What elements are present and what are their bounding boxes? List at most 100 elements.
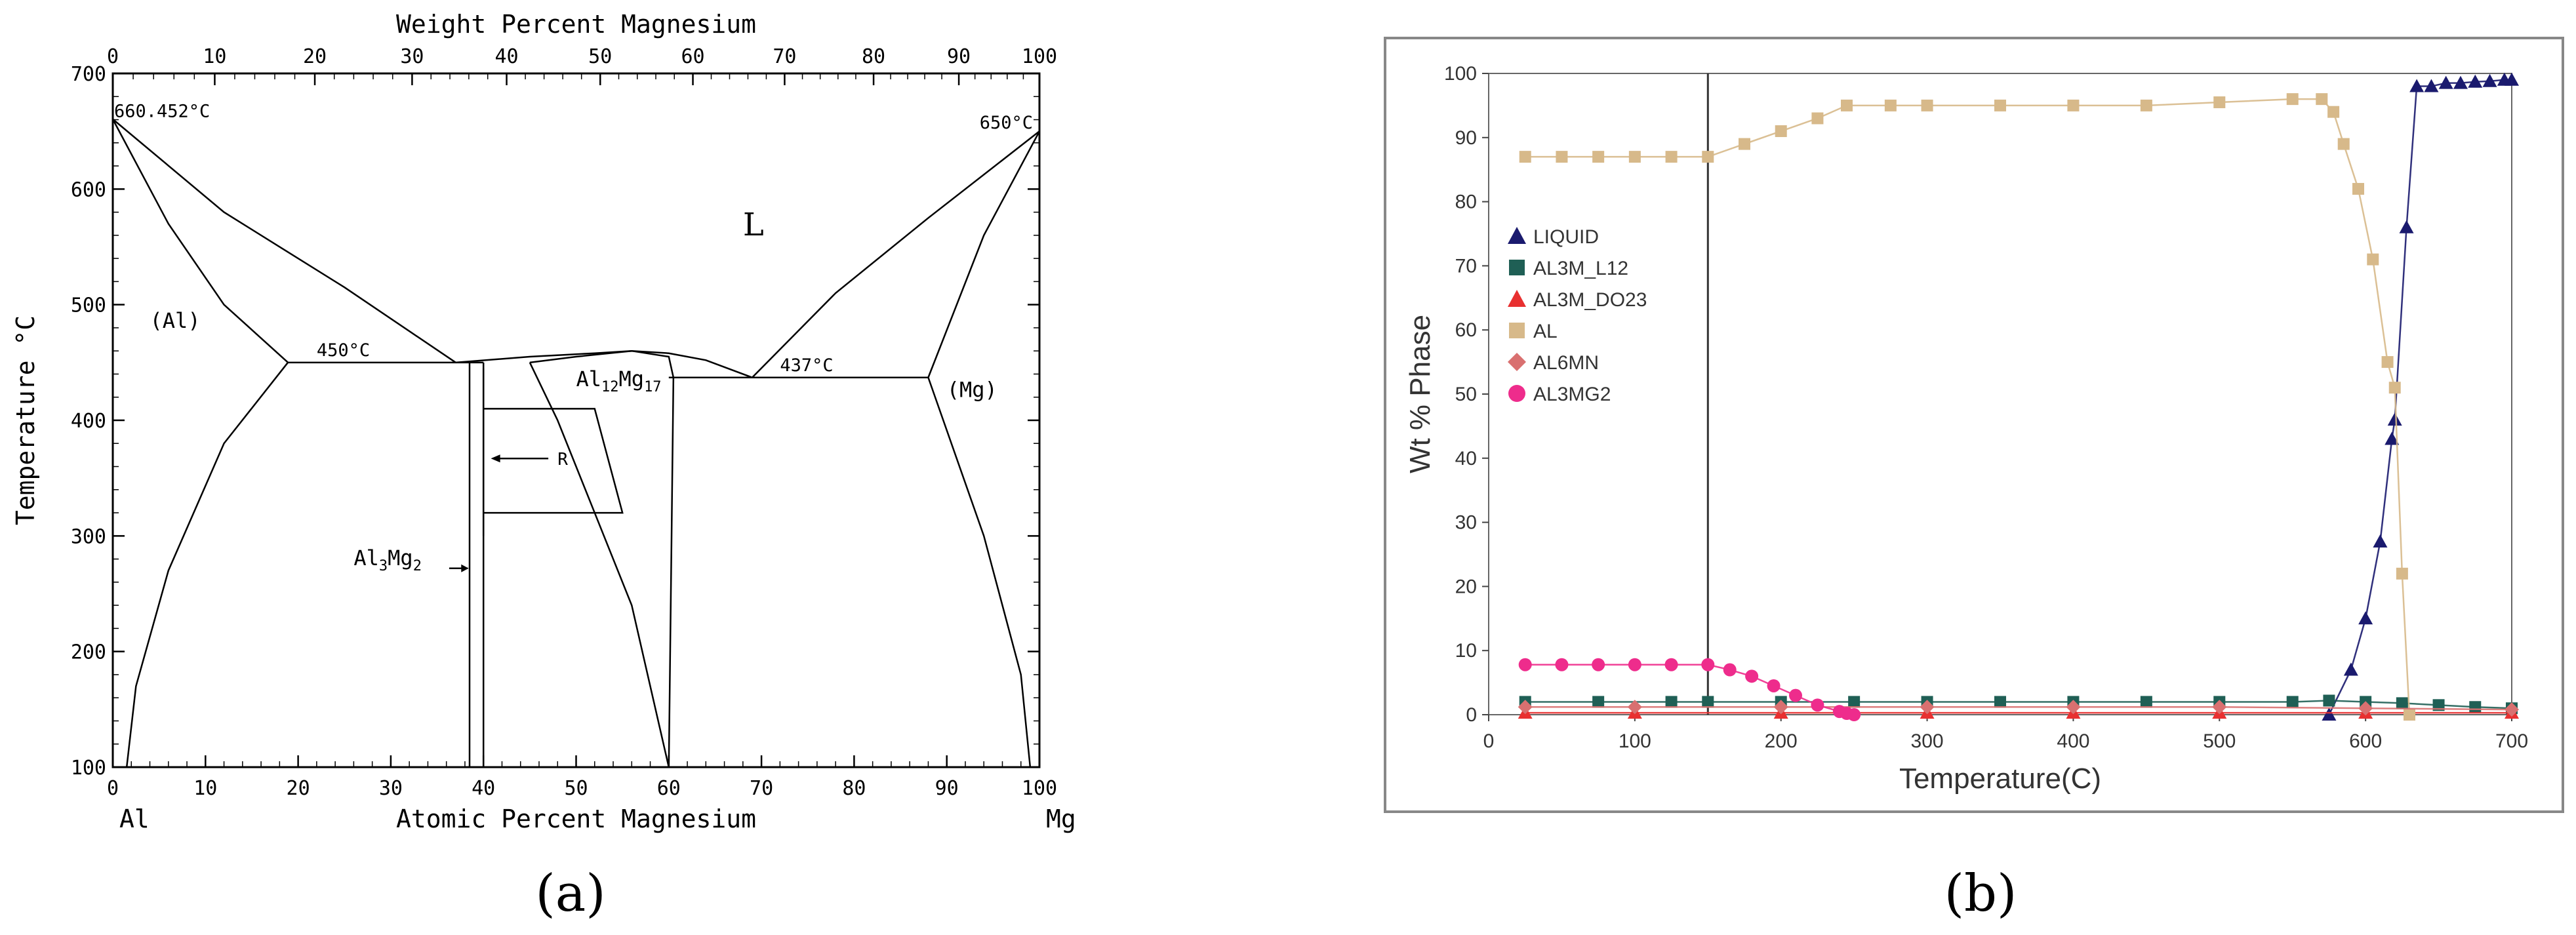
y-tick-label: 90 <box>1455 127 1477 149</box>
top-tick-label: 50 <box>588 45 612 68</box>
data-point-al3mg2 <box>1745 669 1759 683</box>
data-point-al <box>2067 99 2080 111</box>
legend-marker-liquid <box>1508 227 1526 244</box>
data-point-al <box>2327 106 2340 118</box>
plot-frame <box>111 72 1041 768</box>
data-point-liquid <box>2387 412 2402 426</box>
data-point-al <box>2352 183 2364 195</box>
data-point-al <box>1665 151 1678 163</box>
bottom-tick-label: 10 <box>193 777 217 800</box>
legend-label-al3mg2: AL3MG2 <box>1533 384 1611 405</box>
data-point-al6mn <box>2212 700 2227 715</box>
solvus-al <box>125 362 289 768</box>
x-tick-label: 0 <box>1483 730 1495 752</box>
data-point-liquid <box>2424 79 2439 92</box>
data-point-al3m-l12 <box>2323 694 2335 707</box>
data-point-al6mn <box>1627 700 1642 715</box>
data-point-al3mg2 <box>1789 688 1802 702</box>
y-tick-label: 0 <box>1466 704 1477 726</box>
y-tick-label: 70 <box>1455 255 1477 277</box>
data-point-liquid <box>2438 75 2453 89</box>
x-tick-label: 100 <box>1619 730 1651 752</box>
data-point-al <box>2404 709 2415 721</box>
data-point-al3mg2 <box>1518 658 1532 671</box>
y-tick-label: 700 <box>71 63 106 86</box>
data-point-al3mg2 <box>1701 658 1715 671</box>
bottom-tick-label: 80 <box>842 777 866 800</box>
data-point-al3mg2 <box>1767 679 1781 692</box>
data-point-al <box>2367 253 2379 266</box>
y-tick-label: 300 <box>71 525 106 548</box>
data-point-al <box>1994 99 2006 111</box>
data-point-al <box>1775 125 1787 138</box>
series-line-al6mn <box>1525 706 2512 711</box>
r-phase-label: R <box>557 450 568 469</box>
bottom-tick-label: 60 <box>657 777 681 800</box>
solvus-mg <box>927 377 1032 768</box>
legend-marker-al <box>1509 323 1525 338</box>
data-point-al3mg2 <box>1592 658 1605 671</box>
liquidus-left <box>112 118 456 363</box>
x-tick-label: 300 <box>1911 730 1944 752</box>
data-point-al3m-l12 <box>1994 696 2006 708</box>
data-point-al6mn <box>2066 700 2081 715</box>
data-point-al3mg2 <box>1555 658 1569 671</box>
y-tick-label: 100 <box>71 757 106 780</box>
data-point-al3mg2 <box>1723 663 1737 677</box>
y-tick-label: 400 <box>71 410 106 433</box>
bottom-tick-label: 40 <box>472 777 495 800</box>
bottom-tick-label: 100 <box>1022 777 1057 800</box>
al3mg2-subscript: 2 <box>413 558 422 574</box>
data-point-al <box>2213 96 2226 109</box>
data-point-liquid <box>2358 611 2373 625</box>
liquidus-right <box>752 130 1040 378</box>
data-point-al <box>2286 93 2299 106</box>
data-point-liquid <box>2468 74 2483 88</box>
data-point-al <box>1628 151 1641 163</box>
y-tick-label: 60 <box>1455 319 1477 341</box>
eutectic-right-label: 437°C <box>780 355 833 376</box>
mg-phase-label: (Mg) <box>947 378 997 403</box>
y-tick-label: 10 <box>1455 640 1477 662</box>
bottom-tick-label: 70 <box>750 777 773 800</box>
data-point-al <box>1921 99 1933 111</box>
data-point-al6mn <box>1773 700 1788 715</box>
data-point-al <box>1519 151 1531 163</box>
top-tick-label: 100 <box>1022 45 1057 68</box>
figure-label-a: (a) <box>535 864 606 923</box>
al12mg17-label: Al12Mg17 <box>576 367 662 395</box>
legend-marker-al6mn <box>1508 353 1526 371</box>
series-line-al <box>1525 98 2411 715</box>
data-point-al <box>1811 112 1824 125</box>
liquid-label: L <box>743 207 764 243</box>
y-tick-label: 200 <box>71 641 106 664</box>
data-point-al <box>2140 99 2152 111</box>
y-tick-label: 30 <box>1455 512 1477 534</box>
y-tick-label: 500 <box>71 294 106 317</box>
r-phase-boundary <box>483 408 624 514</box>
element-right-label: Mg <box>1046 805 1076 833</box>
eutectic-left-label: 450°C <box>317 340 370 361</box>
al3mg2-arrow-head <box>461 564 469 572</box>
top-tick-label: 90 <box>947 45 971 68</box>
data-point-al3m-l12 <box>1665 696 1678 708</box>
mg-melting-label: 650°C <box>980 113 1033 133</box>
legend-label-al6mn: AL6MN <box>1533 352 1599 374</box>
bottom-tick-label: 30 <box>379 777 403 800</box>
data-point-liquid <box>2399 220 2414 233</box>
y-tick-label: 50 <box>1455 384 1477 405</box>
x-tick-label: 700 <box>2495 730 2528 752</box>
bottom-axis-title: Atomic Percent Magnesium <box>396 805 756 833</box>
top-tick-label: 40 <box>494 45 518 68</box>
data-point-al <box>2381 356 2394 368</box>
y-axis-title: Temperature °C <box>11 315 40 525</box>
y-tick-label: 600 <box>71 178 106 201</box>
data-point-al3m-l12 <box>2140 696 2152 708</box>
data-point-al3m-l12 <box>2432 699 2445 711</box>
al12mg17-text: Al <box>576 367 602 391</box>
data-point-al <box>1739 138 1750 150</box>
data-point-liquid <box>2505 72 2519 86</box>
data-point-liquid <box>2409 79 2425 92</box>
r-arrow-head <box>491 454 500 463</box>
solidus-al <box>111 119 289 363</box>
